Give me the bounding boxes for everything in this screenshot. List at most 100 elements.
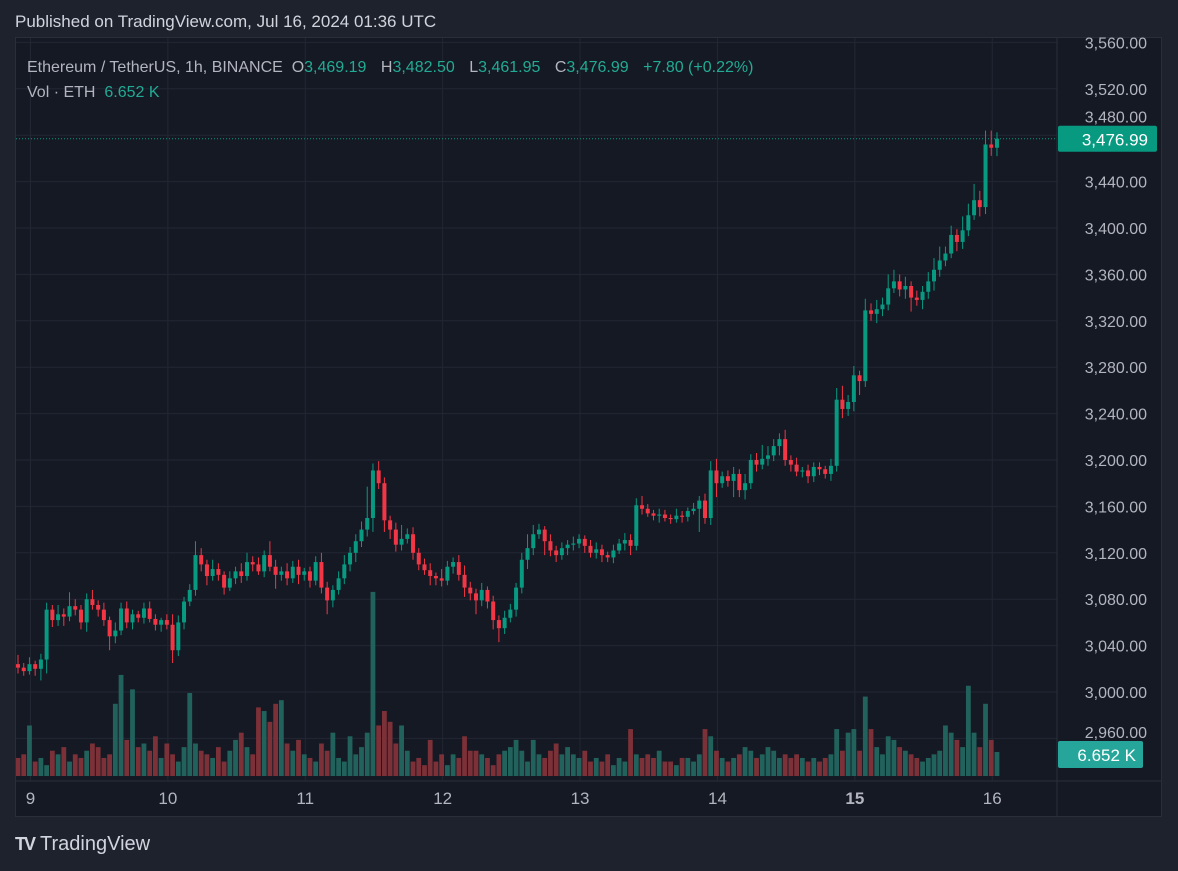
candle-body[interactable] <box>204 564 209 576</box>
candle-body[interactable] <box>926 281 931 292</box>
candle-body[interactable] <box>502 617 507 629</box>
candle-body[interactable] <box>411 534 416 553</box>
tradingview-logo-icon[interactable]: TV <box>15 834 36 854</box>
candle-body[interactable] <box>840 399 845 409</box>
candle-body[interactable] <box>611 550 616 558</box>
candle-body[interactable] <box>531 534 536 549</box>
candle-body[interactable] <box>622 540 627 544</box>
candle-body[interactable] <box>657 514 662 516</box>
candle-body[interactable] <box>708 470 713 518</box>
candle-body[interactable] <box>428 570 433 576</box>
candle-body[interactable] <box>313 562 318 581</box>
candle-body[interactable] <box>571 543 576 545</box>
candle-body[interactable] <box>874 309 879 314</box>
candle-body[interactable] <box>680 515 685 517</box>
candle-body[interactable] <box>485 589 490 602</box>
candle-body[interactable] <box>806 470 811 477</box>
candle-body[interactable] <box>170 624 175 651</box>
candle-body[interactable] <box>84 599 89 623</box>
candle-body[interactable] <box>828 465 833 474</box>
candle-body[interactable] <box>525 548 530 560</box>
candle-body[interactable] <box>210 569 215 576</box>
candle-body[interactable] <box>800 470 805 472</box>
candle-body[interactable] <box>857 375 862 382</box>
candle-body[interactable] <box>869 310 874 314</box>
candle-body[interactable] <box>514 587 519 610</box>
candle-body[interactable] <box>548 541 553 551</box>
candle-body[interactable] <box>61 614 66 617</box>
candle-body[interactable] <box>273 566 278 575</box>
candle-body[interactable] <box>542 529 547 542</box>
candle-body[interactable] <box>588 545 593 553</box>
candle-body[interactable] <box>880 304 885 310</box>
chart-pane[interactable] <box>15 37 1162 817</box>
candle-body[interactable] <box>307 571 312 581</box>
candle-body[interactable] <box>422 564 427 571</box>
candle-body[interactable] <box>760 458 765 465</box>
candle-body[interactable] <box>685 511 690 517</box>
candle-body[interactable] <box>994 138 999 148</box>
candle-body[interactable] <box>136 614 141 618</box>
candle-body[interactable] <box>577 538 582 544</box>
candle-body[interactable] <box>279 571 284 575</box>
candle-body[interactable] <box>250 562 255 565</box>
candle-body[interactable] <box>16 664 20 668</box>
candle-body[interactable] <box>101 609 106 621</box>
candle-body[interactable] <box>330 589 335 601</box>
candle-body[interactable] <box>359 529 364 542</box>
candle-body[interactable] <box>989 144 994 148</box>
candle-body[interactable] <box>554 550 559 556</box>
candle-body[interactable] <box>141 608 146 618</box>
candle-body[interactable] <box>399 538 404 545</box>
candle-body[interactable] <box>73 606 78 610</box>
candle-body[interactable] <box>67 606 72 617</box>
candle-body[interactable] <box>233 571 238 579</box>
candle-body[interactable] <box>634 505 639 546</box>
candle-body[interactable] <box>891 281 896 289</box>
candle-body[interactable] <box>33 664 38 669</box>
candle-body[interactable] <box>239 571 244 576</box>
candle-body[interactable] <box>783 439 788 460</box>
candle-body[interactable] <box>725 476 730 481</box>
candle-body[interactable] <box>319 562 324 588</box>
candle-body[interactable] <box>834 399 839 466</box>
candle-body[interactable] <box>714 470 719 484</box>
candle-body[interactable] <box>325 587 330 601</box>
candle-body[interactable] <box>222 574 227 588</box>
candle-body[interactable] <box>370 470 375 518</box>
candle-body[interactable] <box>594 549 599 553</box>
candle-body[interactable] <box>536 529 541 535</box>
candle-body[interactable] <box>296 566 301 575</box>
candle-body[interactable] <box>199 555 204 565</box>
candle-body[interactable] <box>605 555 610 558</box>
candle-body[interactable] <box>983 144 988 208</box>
candle-body[interactable] <box>416 552 421 565</box>
candle-body[interactable] <box>754 460 759 465</box>
candle-body[interactable] <box>38 659 43 669</box>
candle-body[interactable] <box>433 576 438 579</box>
candle-body[interactable] <box>388 520 393 530</box>
symbol-title[interactable]: Ethereum / TetherUS, 1h, BINANCE <box>27 59 283 76</box>
candle-body[interactable] <box>227 578 232 588</box>
candle-body[interactable] <box>90 599 95 605</box>
candle-body[interactable] <box>50 609 55 621</box>
candle-body[interactable] <box>966 215 971 231</box>
candle-body[interactable] <box>943 253 948 261</box>
candle-body[interactable] <box>748 460 753 484</box>
candle-body[interactable] <box>863 310 868 382</box>
candle-body[interactable] <box>920 291 925 300</box>
candle-body[interactable] <box>176 622 181 651</box>
candle-body[interactable] <box>720 476 725 484</box>
candle-body[interactable] <box>886 288 891 305</box>
candle-body[interactable] <box>365 518 370 530</box>
footer-brand[interactable]: TradingView <box>40 833 151 855</box>
candle-body[interactable] <box>519 559 524 588</box>
candle-body[interactable] <box>153 618 158 625</box>
candle-body[interactable] <box>777 439 782 447</box>
candle-body[interactable] <box>954 234 959 242</box>
candle-body[interactable] <box>245 562 249 576</box>
candle-body[interactable] <box>851 375 856 402</box>
candle-body[interactable] <box>262 555 267 572</box>
candle-body[interactable] <box>914 297 919 300</box>
